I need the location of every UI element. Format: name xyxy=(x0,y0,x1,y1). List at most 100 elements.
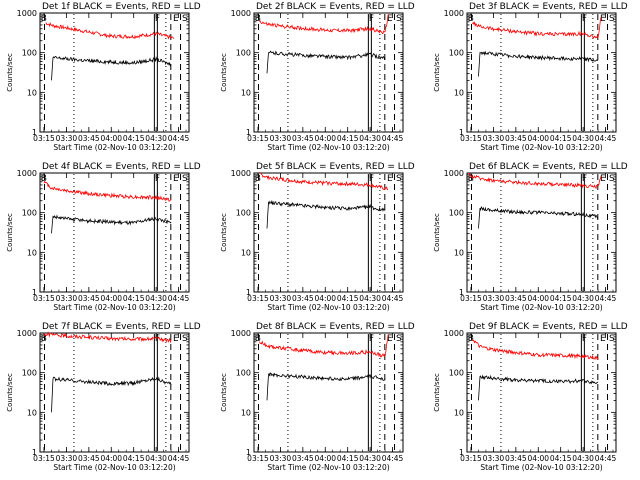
x-tick-label: 03:15 xyxy=(33,454,55,463)
x-axis-label: Start Time (02-Nov-10 03:12:20) xyxy=(53,463,175,472)
plot-frame xyxy=(253,12,404,133)
x-axis-label: Start Time (02-Nov-10 03:12:20) xyxy=(267,143,389,152)
event-marker-F: F xyxy=(582,334,587,344)
x-tick-label: 04:30 xyxy=(359,454,381,463)
chart-panel-8: Det 8f BLACK = Events, RED = LLD Counts/s… xyxy=(220,322,415,472)
y-tick-label: 10 xyxy=(454,408,464,417)
chart-panel-5: Det 5f BLACK = Events, RED = LLD Counts/s… xyxy=(220,162,415,312)
x-tick-label: 03:45 xyxy=(505,294,527,303)
y-tick-label: 100 xyxy=(236,369,251,378)
x-tick-label: 03:30 xyxy=(483,294,505,303)
y-tick-label: 10 xyxy=(454,248,464,257)
x-tick-label: 03:30 xyxy=(270,134,292,143)
x-tick-label: 03:30 xyxy=(270,454,292,463)
x-tick-label: 03:30 xyxy=(56,134,78,143)
y-axis-label: Counts/sec xyxy=(6,373,14,412)
x-tick-label: 03:15 xyxy=(33,134,55,143)
x-tick-label: 04:30 xyxy=(145,294,167,303)
y-tick-label: 100 xyxy=(449,369,464,378)
x-tick-label: 04:00 xyxy=(527,134,549,143)
y-tick-label: 1000 xyxy=(231,169,251,178)
y-tick-label: 1 xyxy=(32,288,37,297)
event-marker-B: B xyxy=(468,334,474,344)
x-tick-label: 04:15 xyxy=(123,454,145,463)
y-axis-label: Counts/sec xyxy=(433,373,441,412)
x-tick-label: 04:30 xyxy=(359,134,381,143)
chart-panel-9: Det 9f BLACK = Events, RED = LLD Counts/s… xyxy=(433,322,628,472)
x-tick-label: 03:45 xyxy=(505,454,527,463)
y-tick-label: 1000 xyxy=(17,9,37,18)
panel-title: Det 8f BLACK = Events, RED = LLD xyxy=(256,322,415,332)
x-tick-label: 04:45 xyxy=(382,134,404,143)
x-tick-label: 03:15 xyxy=(33,294,55,303)
series-line-lld xyxy=(259,171,389,191)
plot-frame xyxy=(39,12,190,133)
x-tick-label: 04:45 xyxy=(595,454,617,463)
event-marker-B: B xyxy=(468,174,474,184)
x-tick-label: 03:45 xyxy=(292,294,314,303)
series-line-lld xyxy=(259,14,389,35)
x-tick-label: 03:45 xyxy=(78,294,100,303)
panel-title: Det 3f BLACK = Events, RED = LLD xyxy=(469,2,628,12)
event-marker-F: F xyxy=(155,334,160,344)
chart-panel-4: Det 4f BLACK = Events, RED = LLD Counts/s… xyxy=(6,162,201,312)
x-tick-label: 03:30 xyxy=(270,294,292,303)
x-tick-label: 04:00 xyxy=(527,454,549,463)
x-tick-label: 04:45 xyxy=(595,134,617,143)
x-tick-label: 04:00 xyxy=(314,294,336,303)
y-tick-label: 1000 xyxy=(17,169,37,178)
x-tick-label: 03:45 xyxy=(292,134,314,143)
y-axis-label: Counts/sec xyxy=(220,373,228,412)
x-tick-label: 04:00 xyxy=(100,294,122,303)
x-axis-label: Start Time (02-Nov-10 03:12:20) xyxy=(53,143,175,152)
y-tick-label: 1000 xyxy=(231,9,251,18)
x-axis-label: Start Time (02-Nov-10 03:12:20) xyxy=(53,303,175,312)
panel-title: Det 1f BLACK = Events, RED = LLD xyxy=(42,2,201,12)
y-tick-label: 1000 xyxy=(231,329,251,338)
plot-frame xyxy=(466,12,617,133)
x-tick-label: 03:30 xyxy=(56,454,78,463)
y-tick-label: 1 xyxy=(459,288,464,297)
y-tick-label: 1 xyxy=(32,448,37,457)
x-tick-label: 04:30 xyxy=(145,454,167,463)
panel-title: Det 9f BLACK = Events, RED = LLD xyxy=(469,322,628,332)
series-line-events xyxy=(478,374,599,401)
y-tick-label: 1 xyxy=(459,448,464,457)
x-axis-label: Start Time (02-Nov-10 03:12:20) xyxy=(480,303,602,312)
x-tick-label: 04:15 xyxy=(550,134,572,143)
chart-panel-2: Det 2f BLACK = Events, RED = LLD Counts/s… xyxy=(220,2,415,152)
x-tick-label: 04:45 xyxy=(595,294,617,303)
y-tick-label: 1000 xyxy=(444,329,464,338)
y-tick-label: 100 xyxy=(22,49,37,58)
x-tick-label: 03:15 xyxy=(460,454,482,463)
x-tick-label: 03:45 xyxy=(292,454,314,463)
x-axis-label: Start Time (02-Nov-10 03:12:20) xyxy=(267,303,389,312)
event-marker-E: E xyxy=(173,334,179,344)
series-line-lld xyxy=(45,22,175,40)
y-tick-label: 10 xyxy=(27,88,37,97)
x-tick-label: 04:45 xyxy=(168,134,190,143)
y-tick-label: 1 xyxy=(246,288,251,297)
chart-panel-7: Det 7f BLACK = Events, RED = LLD Counts/s… xyxy=(6,322,201,472)
y-tick-label: 100 xyxy=(449,209,464,218)
y-tick-label: 100 xyxy=(449,49,464,58)
plot-frame xyxy=(253,332,404,453)
x-tick-label: 04:30 xyxy=(572,294,594,303)
y-tick-label: 100 xyxy=(22,209,37,218)
series-line-events xyxy=(266,50,386,74)
event-marker-S: S xyxy=(609,14,615,24)
series-line-lld xyxy=(472,17,602,40)
x-tick-label: 04:45 xyxy=(382,294,404,303)
event-marker-B: B xyxy=(41,174,47,184)
x-tick-label: 04:15 xyxy=(337,134,359,143)
series-line-lld xyxy=(259,334,389,358)
event-marker-E: E xyxy=(387,174,393,184)
event-marker-F: F xyxy=(369,334,374,344)
x-tick-label: 04:15 xyxy=(337,454,359,463)
event-marker-F: F xyxy=(155,174,160,184)
y-tick-label: 10 xyxy=(241,88,251,97)
x-tick-label: 04:00 xyxy=(314,134,336,143)
event-marker-B: B xyxy=(468,14,474,24)
plot-frame xyxy=(466,172,617,293)
chart-panel-6: Det 6f BLACK = Events, RED = LLD Counts/s… xyxy=(433,162,628,312)
